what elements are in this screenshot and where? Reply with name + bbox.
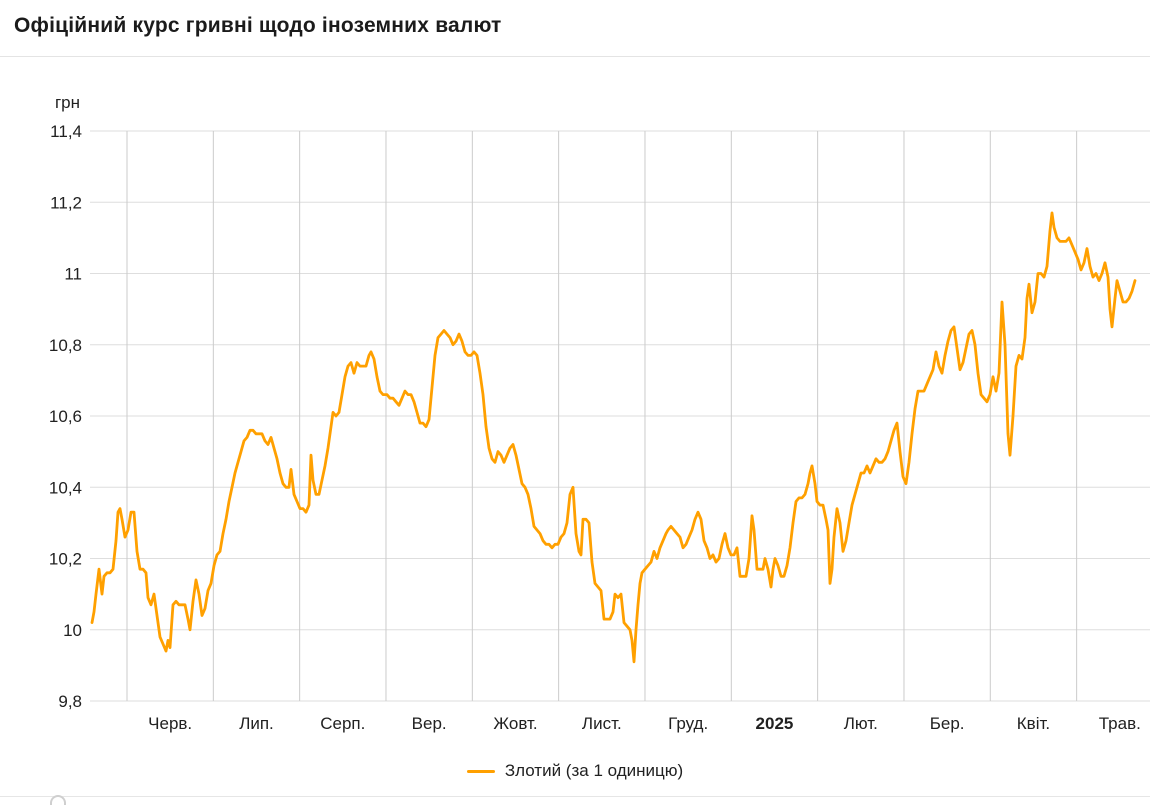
legend-line-swatch (466, 769, 495, 773)
x-tick-label: Серп. (320, 714, 365, 733)
chart-legend[interactable]: Злотий (за 1 одиницю) (0, 761, 1150, 781)
x-tick-label: Черв. (148, 714, 192, 733)
x-tick-label: Лип. (239, 714, 274, 733)
partial-circle-element (50, 795, 66, 805)
y-tick-label: 11 (64, 265, 82, 284)
y-tick-label: 11,4 (50, 122, 82, 141)
x-tick-label: Вер. (412, 714, 447, 733)
y-tick-label: 9,8 (58, 692, 82, 711)
y-axis-unit-label: грн (55, 93, 80, 112)
page-title: Офіційний курс гривні щодо іноземних вал… (14, 14, 502, 37)
x-tick-label: Бер. (930, 714, 965, 733)
x-tick-label: Жовт. (493, 714, 537, 733)
y-axis: 11,4 11,2 11 10,8 10,6 10,4 10,2 10 9,8 грн (49, 93, 1150, 711)
series-line-zloty (90, 211, 1137, 664)
bottom-divider (0, 796, 1150, 797)
exchange-rate-line-chart: 11,4 11,2 11 10,8 10,6 10,4 10,2 10 9,8 грн Черв. Л… (49, 93, 1150, 733)
y-tick-label: 10,4 (49, 478, 82, 497)
x-axis: Черв. Лип. Серп. Вер. Жовт. Лист. Груд. 2025 Лют… (126, 131, 1141, 733)
y-tick-label: 10,2 (49, 550, 82, 569)
x-tick-label: Лют. (844, 714, 878, 733)
legend-label: Злотий (за 1 одиницю) (504, 761, 684, 780)
y-tick-label: 10,8 (49, 336, 82, 355)
y-tick-label: 11,2 (50, 193, 82, 212)
x-tick-label: Лист. (582, 714, 622, 733)
x-tick-label: Квіт. (1017, 714, 1050, 733)
x-tick-label: 2025 (756, 714, 794, 733)
y-tick-label: 10,6 (49, 407, 82, 426)
x-tick-label: Груд. (668, 714, 708, 733)
x-tick-label: Трав. (1099, 714, 1141, 733)
y-tick-label: 10 (63, 621, 82, 640)
page-header: Офіційний курс гривні щодо іноземних вал… (0, 0, 1150, 57)
